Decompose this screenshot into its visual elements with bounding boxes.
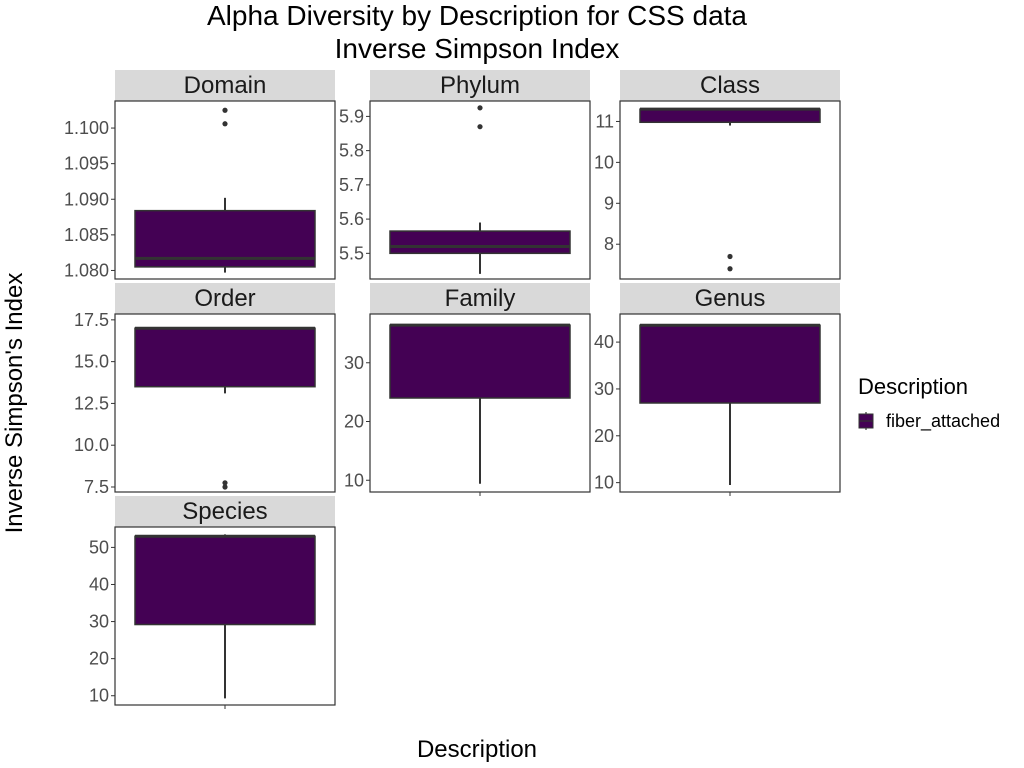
facet-strip-label-order: Order xyxy=(194,285,255,312)
facet-domain: Domain 1.080 1.085 1.090 1.095 1.100 xyxy=(64,70,336,280)
facet-genus: Genus 10 20 30 40 xyxy=(594,283,841,496)
facet-strip-family xyxy=(370,283,590,314)
y-tick-label-species: 10 xyxy=(89,686,109,706)
y-tick-label-phylum: 5.8 xyxy=(339,141,364,161)
y-tick-label-domain: 1.095 xyxy=(64,154,109,174)
y-tick-label-species: 40 xyxy=(89,574,109,594)
y-axis-title: Inverse Simpson's Index xyxy=(1,273,28,534)
outlier-point-phylum xyxy=(477,105,483,111)
y-tick-label-genus: 30 xyxy=(594,379,614,399)
legend-entry-label: fiber_attached xyxy=(886,411,1000,432)
facet-strip-label-phylum: Phylum xyxy=(440,72,520,99)
box-phylum xyxy=(389,230,571,255)
y-tick-label-class: 8 xyxy=(604,234,614,254)
box-species xyxy=(134,535,316,626)
y-tick-label-genus: 10 xyxy=(594,473,614,493)
facet-class: Class 8 9 10 11 xyxy=(594,70,841,280)
outlier-point-order xyxy=(222,484,228,490)
facet-strip-label-species: Species xyxy=(182,498,267,525)
facet-strip-genus xyxy=(620,283,840,314)
chart-subtitle: Inverse Simpson Index xyxy=(335,33,620,64)
y-tick-label-phylum: 5.9 xyxy=(339,106,364,126)
legend-title: Description xyxy=(858,374,968,399)
x-axis-title: Description xyxy=(417,736,537,763)
facet-family: Family 10 20 30 xyxy=(344,283,591,496)
y-tick-label-phylum: 5.6 xyxy=(339,209,364,229)
y-tick-label-domain: 1.080 xyxy=(64,260,109,280)
box-order xyxy=(134,327,316,388)
y-tick-label-class: 10 xyxy=(594,152,614,172)
y-tick-label-species: 50 xyxy=(89,537,109,557)
y-tick-label-order: 17.5 xyxy=(74,310,109,330)
facet-strip-phylum xyxy=(370,70,590,101)
chart-title: Alpha Diversity by Description for CSS d… xyxy=(207,0,747,31)
facet-strip-label-family: Family xyxy=(445,285,516,312)
facet-strip-class xyxy=(620,70,840,101)
facet-panel-border-domain xyxy=(114,100,336,280)
outlier-point-domain xyxy=(222,107,228,113)
facet-phylum: Phylum 5.5 5.6 5.7 5.8 5.9 xyxy=(339,70,591,280)
y-tick-label-species: 20 xyxy=(89,649,109,669)
y-tick-label-domain: 1.085 xyxy=(64,225,109,245)
facet-panel-border-class xyxy=(619,100,841,280)
y-tick-label-phylum: 5.7 xyxy=(339,175,364,195)
y-tick-label-domain: 1.090 xyxy=(64,189,109,209)
y-tick-label-species: 30 xyxy=(89,612,109,632)
y-tick-label-order: 10.0 xyxy=(74,435,109,455)
outlier-point-domain xyxy=(222,121,228,127)
outlier-point-order xyxy=(222,480,228,486)
y-tick-label-family: 30 xyxy=(344,353,364,373)
outlier-point-phylum xyxy=(477,124,483,130)
facet-species: Species 10 20 30 40 50 xyxy=(89,496,336,709)
box-class xyxy=(639,108,821,124)
facet-strip-label-class: Class xyxy=(700,72,760,99)
facet-strip-order xyxy=(115,283,335,314)
facet-panels: Domain 1.080 1.085 1.090 1.095 1.100 Phylum 5.5… xyxy=(64,70,841,709)
facet-order: Order 7.5 10.0 12.5 15.0 17.5 xyxy=(74,283,336,497)
y-tick-label-order: 15.0 xyxy=(74,352,109,372)
facet-strip-label-genus: Genus xyxy=(695,285,766,312)
legend: Description fiber_attached xyxy=(858,374,1000,432)
box-genus xyxy=(639,324,821,404)
outlier-point-class xyxy=(727,253,733,260)
facet-strip-label-domain: Domain xyxy=(184,72,267,99)
outlier-point-class xyxy=(727,266,733,272)
y-tick-label-class: 11 xyxy=(595,111,614,131)
y-tick-label-phylum: 5.5 xyxy=(339,243,364,263)
y-tick-label-genus: 20 xyxy=(594,426,614,446)
facet-strip-domain xyxy=(115,70,335,101)
y-tick-label-genus: 40 xyxy=(594,332,614,352)
box-family xyxy=(389,324,571,399)
y-tick-label-order: 7.5 xyxy=(84,477,109,497)
y-tick-label-domain: 1.100 xyxy=(64,118,109,138)
facet-strip-species xyxy=(115,496,335,527)
y-tick-label-class: 9 xyxy=(604,193,614,213)
y-tick-label-family: 20 xyxy=(344,412,364,432)
facet-panel-border-phylum xyxy=(369,100,591,280)
y-tick-label-order: 12.5 xyxy=(74,393,109,413)
y-tick-label-family: 10 xyxy=(344,470,364,490)
